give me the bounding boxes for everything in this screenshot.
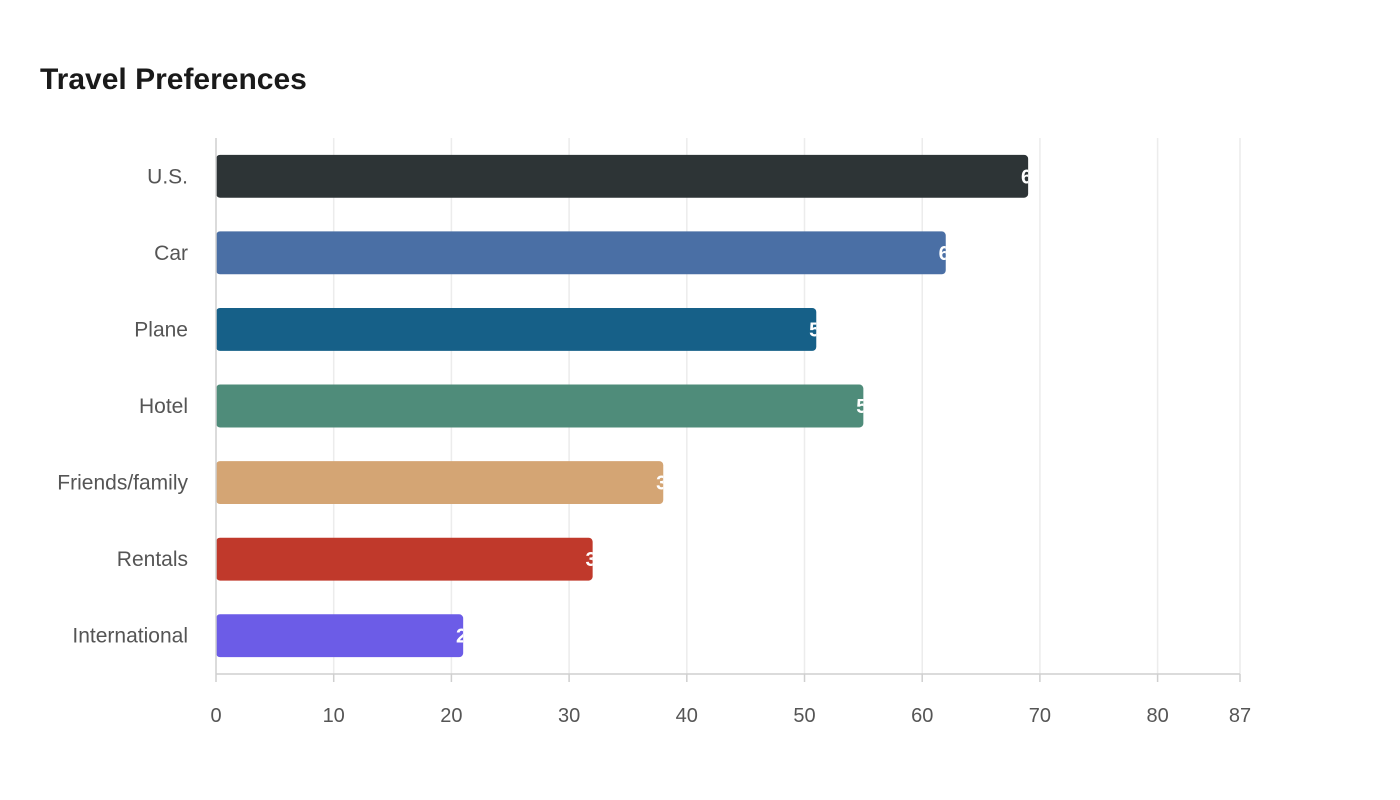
x-tick-label: 50 [793, 705, 815, 727]
x-tick-label: 0 [210, 705, 221, 727]
bars [216, 154, 1029, 658]
category-label: Plane [134, 318, 188, 341]
data-label: 62 [939, 243, 961, 265]
category-label: Friends/family [57, 472, 188, 495]
x-tick-label: 60 [911, 705, 933, 727]
category-label: International [72, 625, 188, 648]
data-label: 69 [1021, 166, 1043, 188]
x-tick-label: 40 [676, 705, 698, 727]
category-label: U.S. [147, 165, 188, 188]
bar [216, 537, 593, 581]
x-tick-label: 87 [1229, 705, 1251, 727]
bar [216, 461, 664, 505]
bar [216, 307, 817, 351]
bar [216, 614, 464, 658]
data-label: 21 [456, 626, 478, 648]
category-label: Rentals [117, 548, 188, 571]
data-label: 38 [656, 473, 678, 495]
bar [216, 154, 1029, 198]
category-label: Car [154, 242, 188, 265]
x-tick-label: 10 [323, 705, 345, 727]
data-label: 32 [586, 549, 608, 571]
chart-title: Travel Preferences [40, 63, 307, 96]
labels: 0 10 20 30 40 50 60 70 80 87 U.S. 69 Car 62 Plane 51 Hot… [57, 165, 1251, 727]
data-label: 51 [809, 319, 831, 341]
x-tick-label: 70 [1029, 705, 1051, 727]
bar [216, 384, 864, 428]
x-tick-label: 20 [440, 705, 462, 727]
data-label: 55 [856, 396, 878, 418]
x-tick-label: 30 [558, 705, 580, 727]
axes [215, 138, 1241, 682]
x-tick-label: 80 [1146, 705, 1168, 727]
bar [216, 231, 946, 275]
category-label: Hotel [139, 395, 188, 418]
